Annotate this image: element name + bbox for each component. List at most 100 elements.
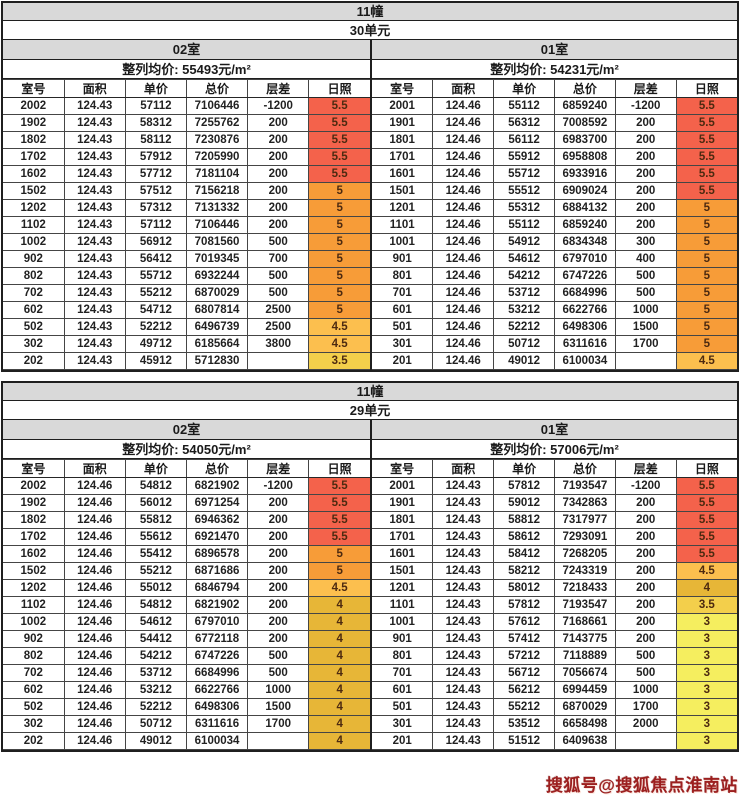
unit-section-29: 11幢 29单元 02室 整列均价: 54050元/m² 室号 面积 单价 总价… [1,381,739,752]
table-row: 1802 124.43 58112 7230876 200 5.5 [3,131,370,149]
column-header-room: 室号 [372,79,434,98]
table-row: 202 124.46 49012 6100034 4 [3,732,370,750]
price-table: 室号 面积 单价 总价 层差 日照 2001 124.46 55112 6859240… [372,79,737,370]
table-row: 702 124.46 53712 6684996 500 4 [3,664,370,682]
cell: 124.46 [63,630,126,648]
cell: 55312 [493,199,555,217]
cell: 6909024 [553,182,616,200]
cell: 124.43 [63,335,126,353]
sunlight-cell: 3.5 [675,596,737,614]
cell: 55212 [493,698,555,716]
cell: 200 [247,494,310,512]
sunlight-cell: 5.5 [675,114,737,132]
table-row: 201 124.46 49012 6100034 4.5 [372,352,737,370]
cell: 1202 [3,579,65,597]
cell: 7255762 [185,114,249,132]
cell: 201 [372,352,434,370]
cell: 200 [614,182,677,200]
cell: 200 [247,114,310,132]
table-row: 1201 124.43 58012 7218433 200 4 [372,579,737,597]
unit-section-30: 11幢 30单元 02室 整列均价: 55493元/m² 室号 面积 单价 总价… [1,1,739,372]
cell: 901 [372,250,434,268]
table-row: 1002 124.43 56912 7081560 500 5 [3,233,370,251]
cell: 124.43 [432,698,495,716]
cell: 700 [247,250,310,268]
cell: 124.43 [63,284,126,302]
cell: 6797010 [185,613,249,631]
sunlight-cell: 5.5 [675,182,737,200]
cell: 6870029 [553,698,616,716]
cell: 57412 [493,630,555,648]
cell: 1502 [3,182,65,200]
cell: 124.43 [432,528,495,546]
cell: 53712 [124,664,187,682]
room-header: 02室 [3,40,370,60]
sunlight-cell: 4 [308,596,370,614]
cell: 124.43 [63,182,126,200]
avg-price-label: 整列均价: 55493元/m² [3,60,370,79]
cell: 602 [3,681,65,699]
cell: 124.46 [432,131,495,149]
sunlight-cell: 4 [308,715,370,733]
cell: 6311616 [185,715,249,733]
cell: 56412 [124,250,187,268]
cell: 1202 [3,199,65,217]
cell: 902 [3,250,65,268]
sunlight-cell: 5.5 [308,511,370,529]
cell: 1801 [372,131,434,149]
cell: 200 [614,511,677,529]
cell: 124.46 [63,664,126,682]
cell: 7342863 [553,494,616,512]
sunlight-cell: 5 [308,233,370,251]
cell: 1602 [3,165,65,183]
sunlight-cell: 3 [675,613,737,631]
cell: 6871686 [185,562,249,580]
cell: 57312 [124,199,187,217]
cell: 200 [247,579,310,597]
column-header-room: 室号 [372,459,434,478]
column-header-area: 面积 [432,79,495,98]
cell: 302 [3,335,65,353]
cell: 200 [614,545,677,563]
table-row: 1802 124.46 55812 6946362 200 5.5 [3,511,370,529]
cell: 6498306 [185,698,249,716]
cell: 1201 [372,579,434,597]
sunlight-cell: 3 [675,681,737,699]
cell: 7008592 [553,114,616,132]
cell: 1801 [372,511,434,529]
cell: 124.46 [63,545,126,563]
sunlight-cell: 5 [675,216,737,234]
cell: 124.46 [63,579,126,597]
table-row: 1702 124.43 57912 7205990 200 5.5 [3,148,370,166]
cell: 200 [247,630,310,648]
table-row: 501 124.46 52212 6498306 1500 5 [372,318,737,336]
table-row: 1701 124.43 58612 7293091 200 5.5 [372,528,737,546]
cell: 45912 [124,352,187,370]
cell: 7181104 [185,165,249,183]
cell: 124.46 [63,494,126,512]
cell: 200 [614,216,677,234]
avg-price-label: 整列均价: 57006元/m² [372,440,737,459]
cell: 1902 [3,494,65,512]
cell: 124.46 [63,596,126,614]
cell: 124.43 [63,97,126,115]
table-row: 801 124.43 57212 7118889 500 3 [372,647,737,665]
cell: 124.43 [63,131,126,149]
cell: 55112 [493,97,555,115]
sunlight-cell: 5.5 [308,477,370,495]
table-row: 1201 124.46 55312 6884132 200 5 [372,199,737,217]
cell: 50712 [493,335,555,353]
cell: 57912 [124,148,187,166]
table-row: 2002 124.46 54812 6821902 -1200 5.5 [3,477,370,495]
cell: 6946362 [185,511,249,529]
cell: 6846794 [185,579,249,597]
column-header-unit-price: 单价 [124,79,187,98]
cell: 54712 [124,301,187,319]
table-row: 902 124.43 56412 7019345 700 5 [3,250,370,268]
sunlight-cell: 5.5 [675,165,737,183]
cell: 124.46 [432,301,495,319]
cell: 124.43 [63,250,126,268]
cell: 7168661 [553,613,616,631]
cell: 54212 [124,647,187,665]
column-header-floor-diff: 层差 [247,79,310,98]
